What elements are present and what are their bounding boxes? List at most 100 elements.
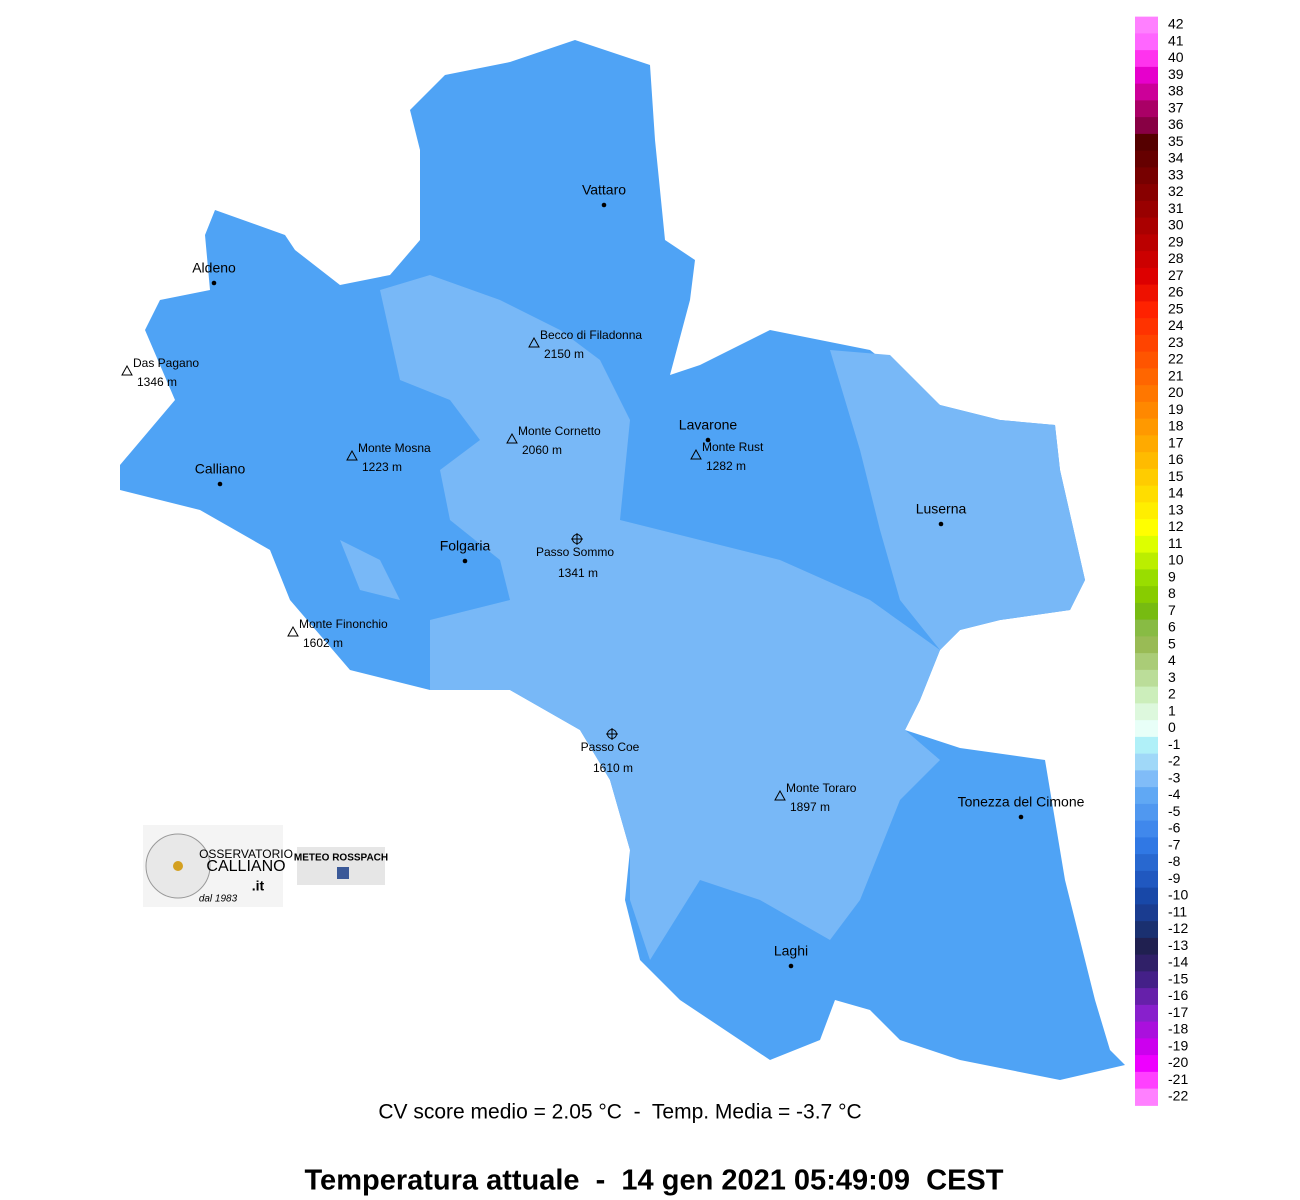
scale-swatch: [1135, 1038, 1158, 1056]
pass-elevation: 1341 m: [558, 566, 598, 580]
town-dot: [705, 437, 711, 443]
scale-swatch: [1135, 736, 1158, 755]
scale-label: 35: [1168, 133, 1184, 149]
peak-elevation: 1897 m: [790, 800, 830, 814]
scale-label: 26: [1168, 284, 1184, 300]
scale-label: -14: [1168, 954, 1188, 970]
scale-swatch: [1135, 502, 1158, 520]
scale-label: 40: [1168, 49, 1184, 65]
logo-text: OSSERVATORIO: [199, 847, 293, 861]
scale-swatch: [1135, 854, 1158, 872]
peak-elevation: 1282 m: [706, 459, 746, 473]
scale-swatch: [1135, 16, 1158, 34]
scale-label: 36: [1168, 116, 1184, 132]
cold-zone: [340, 540, 400, 600]
scale-swatch: [1135, 83, 1158, 101]
town-dot: [938, 521, 944, 527]
scale-label: -7: [1168, 836, 1181, 852]
scale-label: 22: [1168, 351, 1184, 367]
scale-label: 30: [1168, 217, 1184, 233]
logo-dot: [173, 861, 183, 871]
peak-marker: [287, 625, 299, 637]
scale-label: 33: [1168, 166, 1184, 182]
scale-label: -22: [1168, 1088, 1188, 1104]
scale-label: 13: [1168, 501, 1184, 517]
scale-label: 1: [1168, 702, 1176, 718]
scale-label: 34: [1168, 150, 1184, 166]
scale-label: -4: [1168, 786, 1181, 802]
scale-label: -20: [1168, 1054, 1188, 1070]
scale-label: 17: [1168, 434, 1184, 450]
scale-label: 7: [1168, 602, 1176, 618]
scale-swatch: [1135, 50, 1158, 68]
scale-label: 39: [1168, 66, 1184, 82]
scale-label: 27: [1168, 267, 1184, 283]
scale-swatch: [1135, 284, 1158, 302]
scale-label: -19: [1168, 1037, 1188, 1053]
scale-label: 8: [1168, 585, 1176, 601]
scale-label: 0: [1168, 719, 1176, 735]
scale-label: 42: [1168, 16, 1184, 32]
cold-zone: [830, 350, 1085, 650]
scale-label: 18: [1168, 418, 1184, 434]
scale-swatch: [1135, 184, 1158, 202]
peak-marker: [774, 789, 786, 801]
cold-zone: [380, 275, 940, 960]
scale-label: 37: [1168, 99, 1184, 115]
scale-swatch: [1135, 368, 1158, 386]
scale-swatch: [1135, 787, 1158, 805]
scale-swatch: [1135, 66, 1158, 85]
peak-elevation: 2150 m: [544, 347, 584, 361]
peak-elevation: 1346 m: [137, 375, 177, 389]
peak-elevation: 1602 m: [303, 636, 343, 650]
scale-swatch: [1135, 820, 1158, 838]
town-label: Tonezza del Cimone: [958, 794, 1085, 810]
scale-swatch: [1135, 452, 1158, 470]
scale-label: 9: [1168, 568, 1176, 584]
scale-swatch: [1135, 519, 1158, 537]
scale-label: 12: [1168, 518, 1184, 534]
scale-swatch: [1135, 870, 1158, 889]
scale-label: 2: [1168, 686, 1176, 702]
scale-label: -12: [1168, 920, 1188, 936]
scale-swatch: [1135, 535, 1158, 554]
scale-label: -17: [1168, 1004, 1188, 1020]
town-label: Laghi: [774, 943, 808, 959]
peak-label: Das Pagano: [133, 356, 199, 370]
peak-elevation: 1223 m: [362, 460, 402, 474]
scale-label: 32: [1168, 183, 1184, 199]
scale-swatch: [1135, 435, 1158, 453]
scale-label: -21: [1168, 1071, 1188, 1087]
pass-elevation: 1610 m: [593, 761, 633, 775]
town-dot: [601, 202, 607, 208]
scale-swatch: [1135, 1004, 1158, 1023]
scale-swatch: [1135, 133, 1158, 152]
peak-marker: [528, 336, 540, 348]
stats: CV score medio = 2.05 °C - Temp. Media =…: [378, 1101, 861, 1124]
scale-label: -5: [1168, 803, 1181, 819]
peak-label: Monte Toraro: [786, 781, 857, 795]
scale-swatch: [1135, 251, 1158, 269]
scale-swatch: [1135, 200, 1158, 219]
peak-label: Monte Mosna: [358, 441, 431, 455]
pass-label: Passo Coe: [581, 740, 640, 754]
scale-swatch: [1135, 234, 1158, 252]
scale-swatch: [1135, 653, 1158, 671]
scale-label: 25: [1168, 300, 1184, 316]
scale-label: -3: [1168, 769, 1181, 785]
scale-label: 10: [1168, 552, 1184, 568]
scale-swatch: [1135, 619, 1158, 637]
title: Temperatura attuale - 14 gen 2021 05:49:…: [305, 1165, 1004, 1197]
scale-swatch: [1135, 669, 1158, 688]
peak-label: Monte Rust: [702, 440, 764, 454]
peak-elevation: 2060 m: [522, 443, 562, 457]
peak-label: Becco di Filadonna: [540, 328, 642, 342]
scale-label: 16: [1168, 451, 1184, 467]
scale-swatch: [1135, 921, 1158, 939]
peak-label: Monte Cornetto: [518, 424, 601, 438]
scale-swatch: [1135, 586, 1158, 604]
scale-swatch: [1135, 33, 1158, 51]
scale-label: 3: [1168, 669, 1176, 685]
scale-swatch: [1135, 385, 1158, 403]
